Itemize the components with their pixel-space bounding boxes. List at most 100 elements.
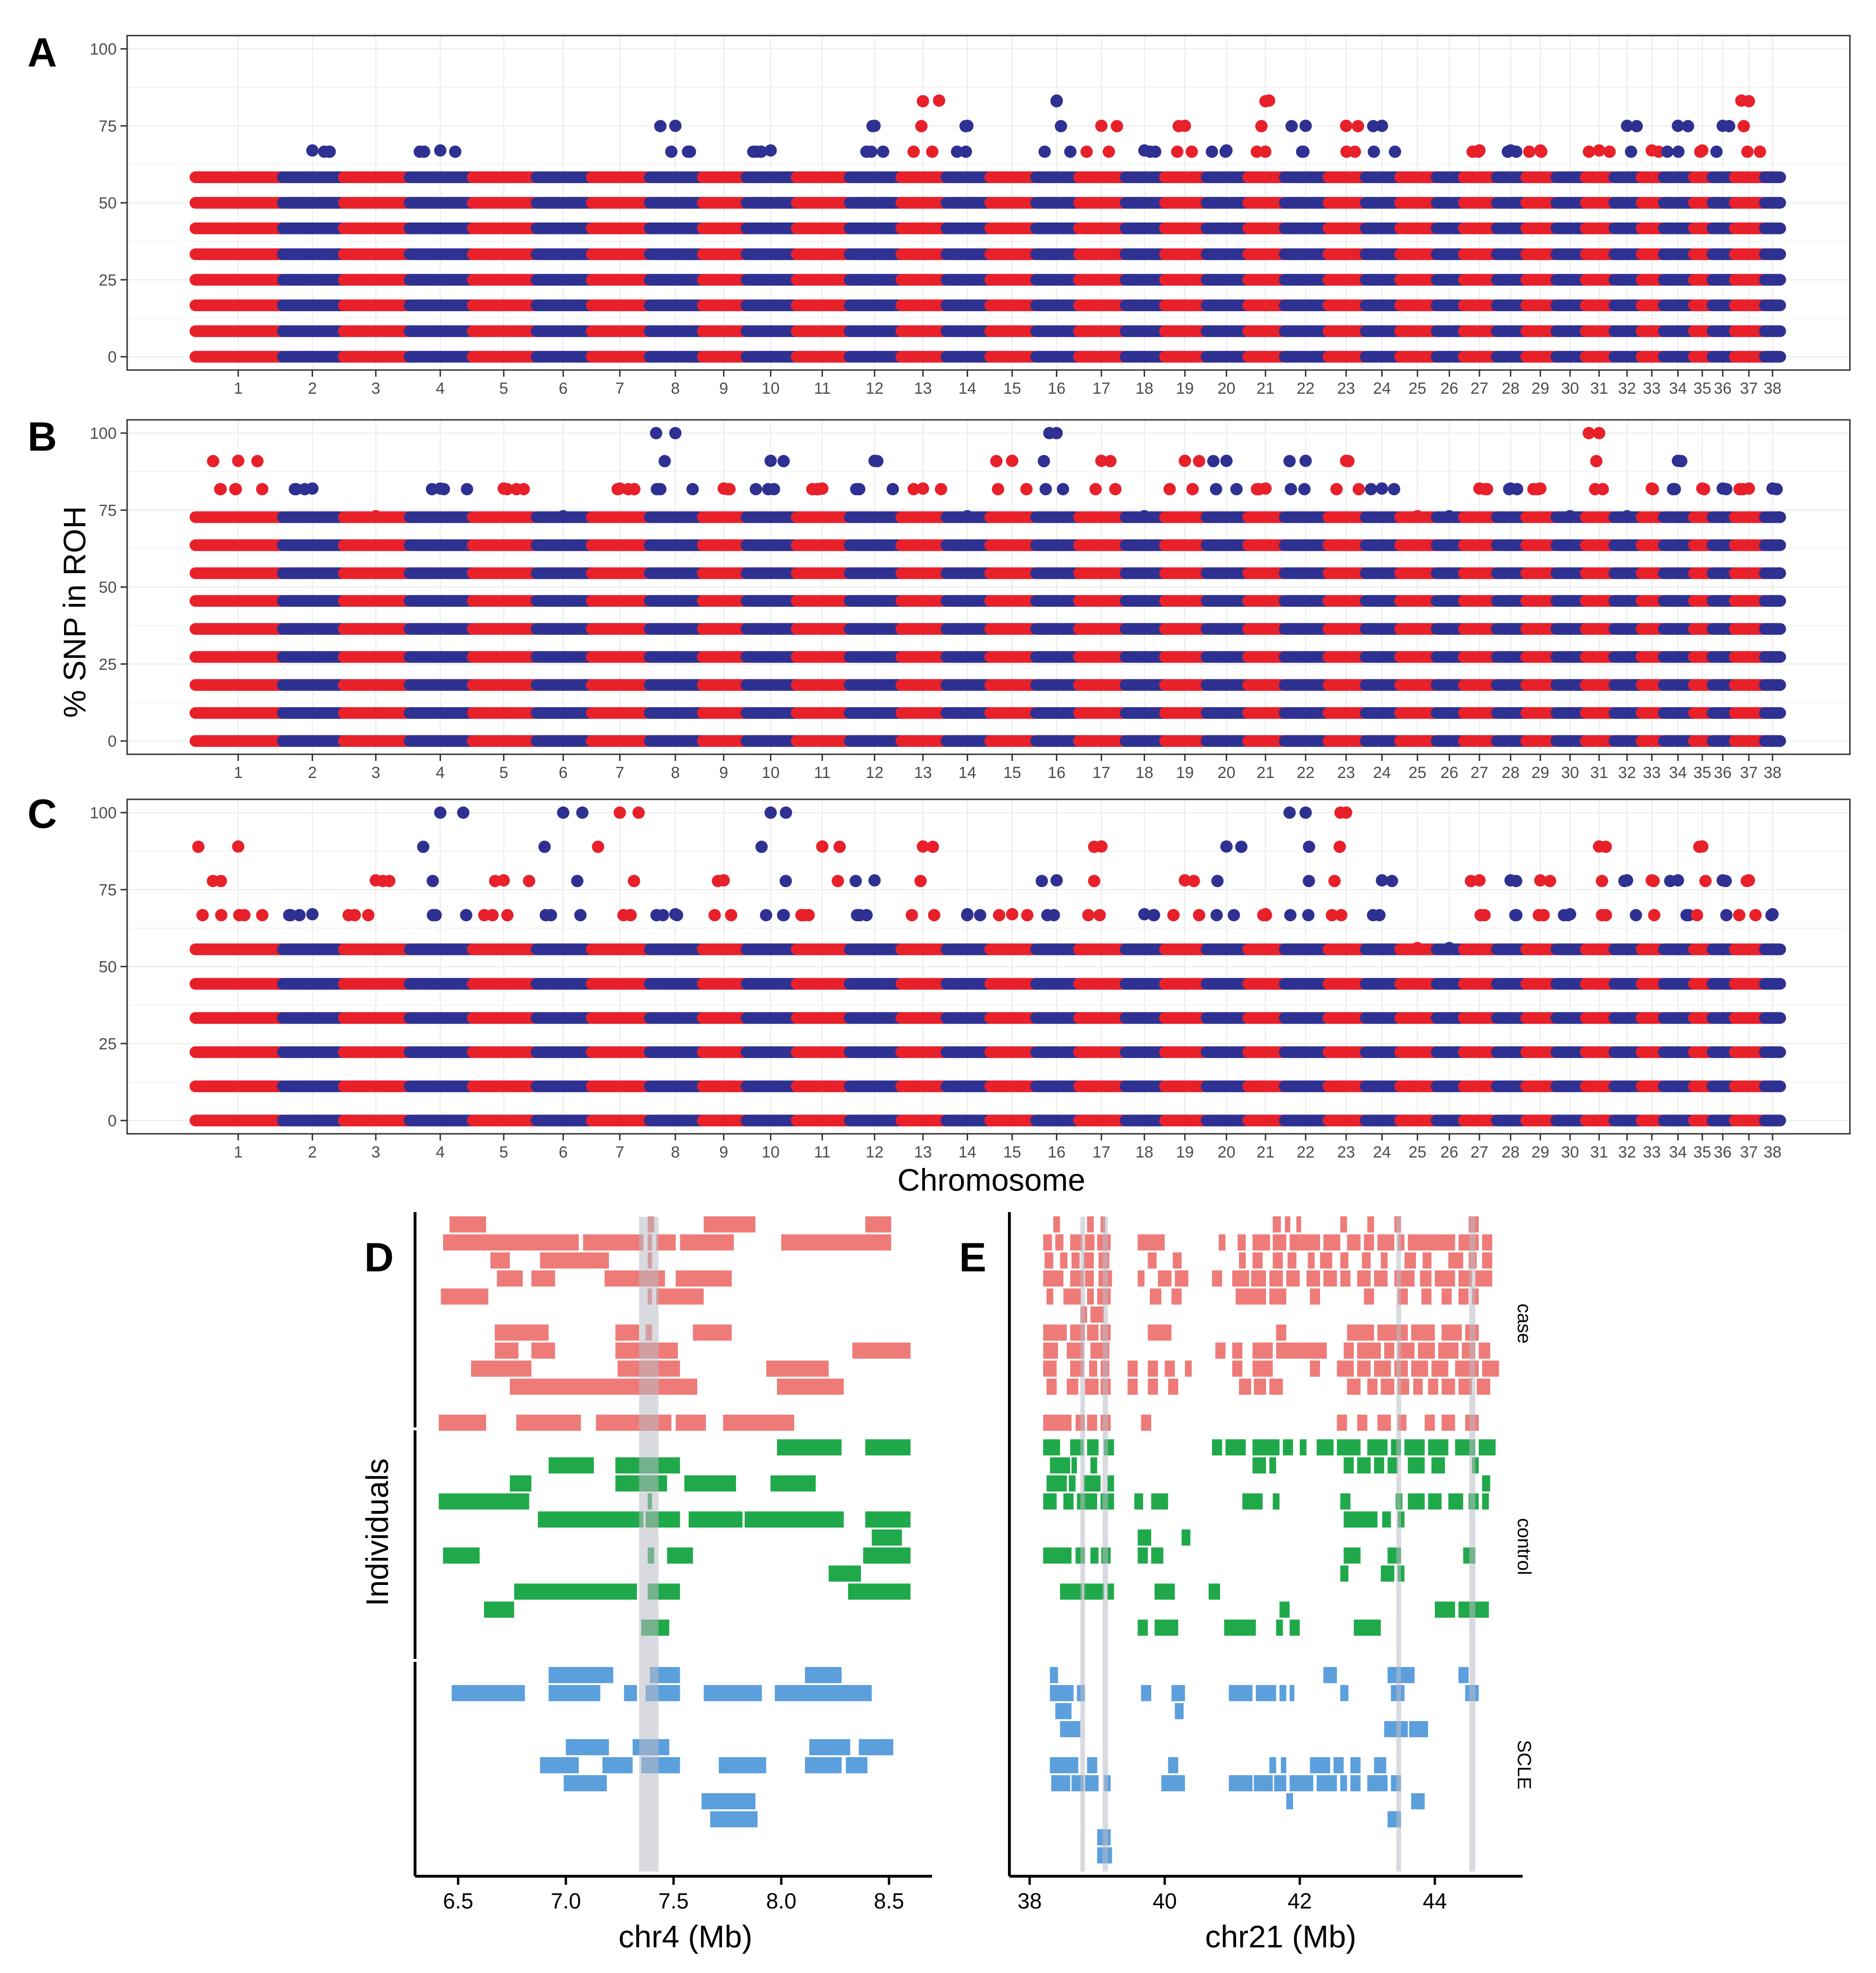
x-tick-label: 8.0 [766,1889,796,1913]
point [293,909,306,922]
roh-segment [509,1379,697,1395]
roh-segment [1320,1252,1332,1269]
x-tick-label: 2 [308,380,317,398]
roh-segment [1168,1757,1178,1773]
x-tick-label: 22 [1297,764,1315,782]
chromosome-20-points [1201,454,1252,747]
x-tick-label: 7.0 [551,1889,581,1913]
point [650,483,663,496]
chromosome-11-points [791,482,854,747]
point-max [1050,95,1063,108]
point [576,806,589,819]
chromosome-4-points [404,144,477,363]
y-tick-label: 50 [99,958,117,976]
point [934,483,947,496]
x-tick-label: 10 [762,1143,780,1161]
point-max [816,482,829,495]
chromosome-22-points [1279,454,1332,747]
roh-segment [723,1415,795,1431]
roh-segment [1431,1361,1449,1377]
roh-segment [656,1288,704,1305]
point-max [232,454,245,467]
chromosome-9-points [697,874,751,1127]
roh-segment [1252,1252,1263,1269]
roh-segment [1276,1620,1283,1636]
roh-segment [1340,1216,1347,1232]
point-max [1534,874,1547,887]
x-tick-label: 5 [499,1143,508,1161]
x-tick-label: 38 [1764,1143,1782,1161]
roh-segment [1337,1415,1347,1431]
chromosome-32-points [1608,874,1646,1127]
roh-segment [1043,1270,1063,1287]
roh-segment [1252,1343,1273,1359]
point [1064,145,1077,158]
roh-segment [1357,1343,1381,1359]
roh-segment [1087,1216,1094,1232]
x-tick-label: 35 [1693,764,1711,782]
roh-segment [1212,1439,1222,1455]
x-tick-label: 14 [959,764,977,782]
x-tick-label: 9 [719,1143,728,1161]
point [1590,455,1603,468]
roh-segment [540,1252,609,1269]
point [632,806,645,819]
roh-segment [1357,1270,1371,1287]
chromosome-30-points [1550,510,1590,747]
chromosome-37-points [1728,874,1769,1127]
roh-segment [564,1775,607,1791]
gridlines [127,799,1850,1134]
point-max [613,482,626,495]
point [1110,120,1123,132]
x-tick-label: 2 [308,1143,317,1161]
x-tick-label: 42 [1288,1889,1312,1913]
roh-segment [719,1757,767,1773]
x-tick-label: 19 [1176,380,1194,398]
point [1582,145,1595,158]
roh-segment [1340,1685,1349,1701]
roh-segment [675,1415,706,1431]
roh-segment [1285,1216,1291,1232]
chromosome-3-points [338,171,414,363]
roh-segment [1418,1343,1435,1359]
point [1596,483,1609,496]
highlight-band [639,1217,659,1871]
chromosome-14-points [941,510,994,747]
roh-segment [449,1216,486,1232]
point [383,875,396,888]
roh-segment [1232,1270,1249,1287]
x-tick-label: 4 [436,1143,445,1161]
point-max [1534,482,1547,495]
point [538,841,551,853]
point [251,455,264,468]
chromosome-38-points [1759,908,1786,1127]
point-max [1376,874,1388,887]
point-max [1766,908,1779,921]
point [974,909,987,922]
roh-segment [615,1325,639,1341]
roh-segment [1347,1379,1361,1395]
roh-segment [1252,1457,1266,1473]
point-max [1743,874,1756,887]
point [686,483,699,496]
point [928,909,941,922]
roh-segment [1423,1252,1432,1269]
point [539,909,552,922]
point-max [1411,510,1424,523]
roh-segment [1087,1757,1098,1773]
chromosome-13-points [895,840,951,1127]
y-tick-label: 75 [99,881,117,899]
point [1186,483,1199,496]
x-tick-label: 8 [671,764,680,782]
point-max [961,908,974,921]
roh-segment [1407,1457,1425,1473]
roh-segment [1323,1234,1340,1250]
panel-label-e: E [959,1235,986,1280]
chromosome-29-points [1520,874,1561,1127]
chromosome-24-points [1359,874,1405,1127]
chromosome-27-points [1458,874,1501,1127]
point [1335,909,1348,922]
chromosome-19-points [1159,454,1211,747]
chromosome-27-points [1458,482,1501,747]
roh-segment [1374,1457,1385,1473]
